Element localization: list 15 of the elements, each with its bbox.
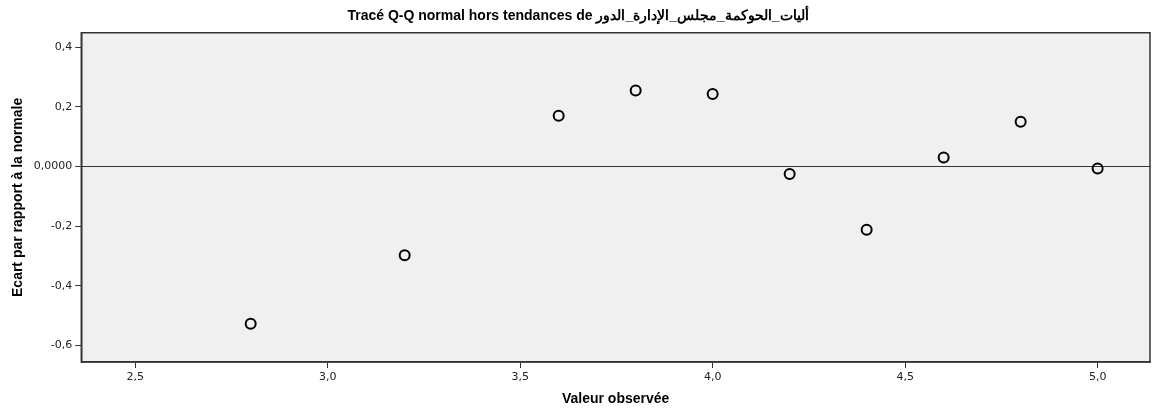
y-axis-title: Ecart par rapport à la normale — [9, 97, 26, 297]
y-tick-label: 0,0000 — [33, 159, 73, 173]
x-tick-label: 3,5 — [511, 370, 529, 384]
y-tick-label: -0,4 — [50, 278, 73, 292]
chart-title: Tracé Q-Q normal hors tendances de أليات_الحوكمة_مجلس_الإدارة_الدور — [347, 5, 809, 26]
x-tick-label: 4,5 — [896, 370, 914, 384]
x-tick-label: 3,0 — [318, 370, 337, 384]
y-tick-label: 0,2 — [54, 99, 73, 113]
y-tick-label: -0,2 — [50, 219, 73, 233]
x-axis-title: Valeur observée — [561, 390, 670, 407]
y-tick-label: -0,6 — [50, 338, 73, 352]
y-tick-label: 0,4 — [54, 39, 73, 53]
x-tick-label: 2,5 — [126, 370, 144, 384]
x-tick-label: 5,0 — [1088, 370, 1107, 384]
x-tick-label: 4,0 — [703, 370, 722, 384]
